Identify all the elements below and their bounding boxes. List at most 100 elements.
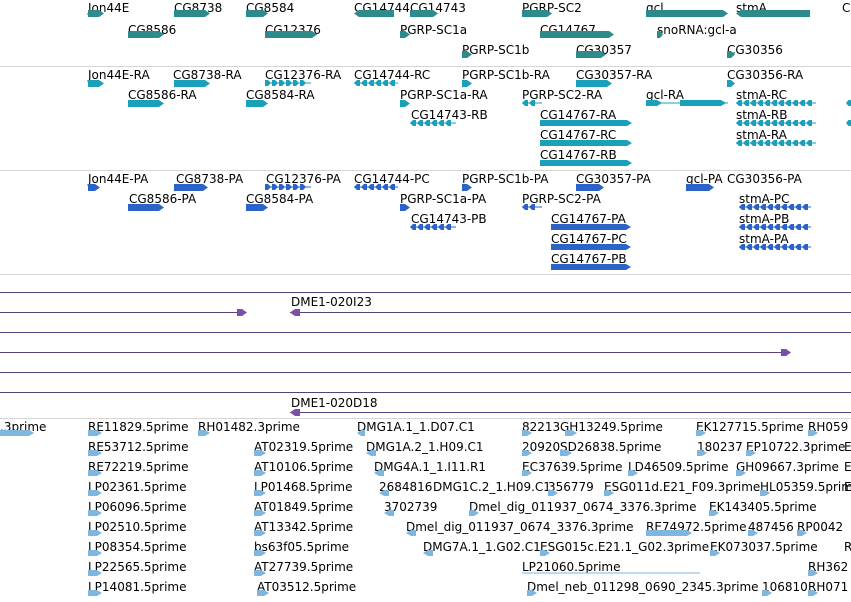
protein-glyph[interactable] <box>410 224 416 230</box>
transcript-glyph[interactable] <box>799 120 805 126</box>
gene-glyph[interactable] <box>354 10 394 17</box>
transcript-glyph[interactable] <box>757 100 763 106</box>
est-glyph[interactable] <box>366 450 376 456</box>
est-label[interactable]: RH362 <box>808 560 849 574</box>
est-label[interactable]: 180237 <box>697 440 743 454</box>
transcript-label[interactable]: CG8738-RA <box>173 68 242 82</box>
est-glyph[interactable] <box>522 450 532 456</box>
est-label[interactable]: Dmel_neb_011298_0690_2345.3prime <box>527 580 759 594</box>
est-glyph[interactable] <box>604 490 614 496</box>
transcript-label[interactable]: PGRP-SC1b-RA <box>462 68 550 82</box>
est-label[interactable]: LP22565.5prime <box>88 560 187 574</box>
protein-glyph[interactable] <box>551 224 631 230</box>
transcript-glyph[interactable] <box>529 100 535 106</box>
protein-glyph[interactable] <box>788 244 794 250</box>
protein-glyph[interactable] <box>802 224 808 230</box>
est-label[interactable]: AT02319.5prime <box>254 440 354 454</box>
est-label[interactable]: HL05359.5prime <box>760 480 851 494</box>
protein-label[interactable]: CG8584-PA <box>246 192 314 206</box>
est-glyph[interactable] <box>88 510 102 516</box>
transcript-glyph[interactable] <box>736 100 742 106</box>
transcript-label[interactable]: CG14744-RC <box>354 68 431 82</box>
transcript-glyph[interactable] <box>778 140 784 146</box>
est-glyph[interactable] <box>808 430 818 436</box>
transcript-glyph[interactable] <box>128 100 164 107</box>
est-label[interactable]: LP06096.5prime <box>88 500 187 514</box>
transcript-glyph[interactable] <box>375 80 381 86</box>
est-label[interactable]: LP01468.5prime <box>254 480 353 494</box>
est-glyph[interactable] <box>406 530 416 536</box>
est-glyph[interactable] <box>522 470 532 476</box>
clone-line[interactable] <box>290 312 851 313</box>
gene-label[interactable]: snoRNA:gcl-a <box>657 23 737 37</box>
est-label[interactable]: ESG015c.E21.1_G02.3prime <box>540 540 710 554</box>
protein-label[interactable]: Jon44E-PA <box>88 172 149 186</box>
protein-label[interactable]: PGRP-SC2-PA <box>522 192 601 206</box>
transcript-label[interactable]: CG12376-RA <box>265 68 342 82</box>
clone-line[interactable] <box>0 372 851 373</box>
transcript-glyph[interactable] <box>757 120 763 126</box>
transcript-glyph[interactable] <box>785 120 791 126</box>
gene-glyph[interactable] <box>400 31 410 38</box>
est-glyph[interactable] <box>697 450 707 456</box>
transcript-glyph[interactable] <box>778 120 784 126</box>
est-label[interactable]: ESG011d.E21_F09.3prime <box>604 480 761 494</box>
transcript-glyph[interactable] <box>778 100 784 106</box>
gene-glyph[interactable] <box>88 10 104 17</box>
est-glyph[interactable] <box>522 430 532 436</box>
est-label[interactable]: RH071 <box>808 580 849 594</box>
gene-glyph[interactable] <box>522 10 552 17</box>
gene-glyph[interactable] <box>462 51 472 58</box>
est-glyph[interactable] <box>565 430 577 436</box>
est-label[interactable]: 3702739 <box>384 500 438 514</box>
protein-glyph[interactable] <box>551 244 631 250</box>
est-label[interactable]: AT27739.5prime <box>254 560 354 574</box>
protein-glyph[interactable] <box>246 204 268 211</box>
protein-glyph[interactable] <box>753 204 759 210</box>
clone-glyph[interactable] <box>237 309 247 316</box>
transcript-glyph[interactable] <box>646 100 662 106</box>
transcript-label[interactable]: Jon44E-RA <box>88 68 150 82</box>
gene-glyph[interactable] <box>128 31 164 38</box>
est-label[interactable]: E <box>844 440 851 454</box>
clone-line[interactable] <box>0 392 851 393</box>
est-label[interactable]: 2684816 <box>379 480 433 494</box>
protein-glyph[interactable] <box>438 224 444 230</box>
est-label[interactable]: LP02361.5prime <box>88 480 187 494</box>
protein-label[interactable]: CG12376-PA <box>266 172 341 186</box>
protein-glyph[interactable] <box>781 204 787 210</box>
est-glyph[interactable] <box>760 490 770 496</box>
transcript-glyph[interactable] <box>743 100 749 106</box>
protein-label[interactable]: CG14743-PB <box>411 212 487 226</box>
est-glyph[interactable] <box>709 510 719 516</box>
est-label[interactable]: RE11829.5prime <box>88 420 189 434</box>
protein-label[interactable]: CG30356-PA <box>727 172 802 186</box>
protein-glyph[interactable] <box>265 184 271 190</box>
est-label[interactable]: EK073037.5prime <box>710 540 818 554</box>
transcript-glyph[interactable] <box>389 80 395 86</box>
protein-glyph[interactable] <box>774 244 780 250</box>
protein-label[interactable]: CG14744-PC <box>354 172 430 186</box>
protein-glyph[interactable] <box>128 204 164 211</box>
transcript-label[interactable]: CG8584-RA <box>246 88 315 102</box>
protein-glyph[interactable] <box>293 184 299 190</box>
clone-line[interactable] <box>0 292 851 293</box>
transcript-glyph[interactable] <box>743 140 749 146</box>
est-glyph[interactable] <box>808 590 818 596</box>
est-label[interactable]: 82213 <box>522 420 561 434</box>
transcript-glyph[interactable] <box>462 80 472 87</box>
est-glyph[interactable] <box>254 490 266 496</box>
gene-glyph[interactable] <box>174 10 210 17</box>
clone-line[interactable] <box>0 352 790 353</box>
protein-glyph[interactable] <box>445 224 451 230</box>
gene-glyph[interactable] <box>727 51 735 58</box>
est-glyph[interactable] <box>540 550 550 556</box>
protein-glyph[interactable] <box>272 184 278 190</box>
transcript-glyph[interactable] <box>265 80 271 86</box>
protein-glyph[interactable] <box>781 224 787 230</box>
gene-glyph[interactable] <box>576 51 606 58</box>
gene-label[interactable]: PGRP-SC1b <box>462 43 530 57</box>
est-glyph[interactable] <box>384 510 394 516</box>
protein-glyph[interactable] <box>767 204 773 210</box>
protein-glyph[interactable] <box>802 204 808 210</box>
